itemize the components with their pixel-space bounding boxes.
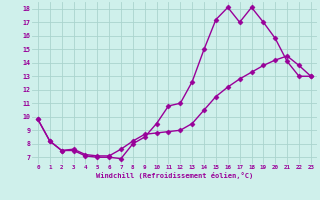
X-axis label: Windchill (Refroidissement éolien,°C): Windchill (Refroidissement éolien,°C)	[96, 172, 253, 179]
